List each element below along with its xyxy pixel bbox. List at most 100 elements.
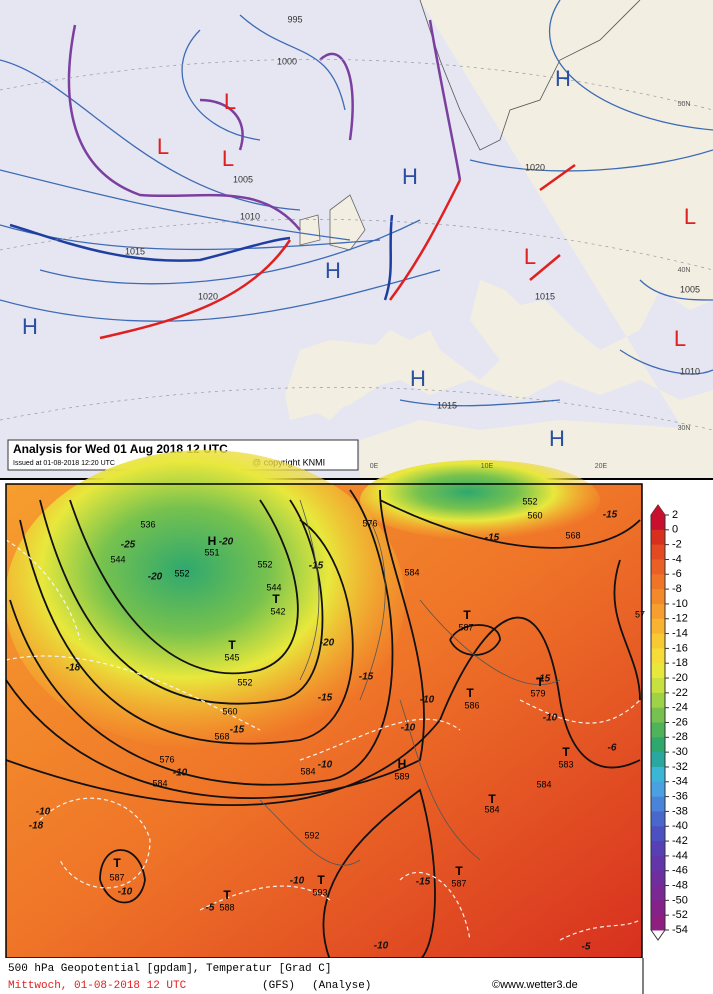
geopotential-label: 560 bbox=[527, 510, 542, 520]
land bbox=[285, 0, 713, 478]
geopotential-label: 584 bbox=[404, 567, 419, 577]
scale-label: -26 bbox=[672, 716, 688, 728]
center-marker: T bbox=[562, 745, 570, 759]
scale-swatch bbox=[651, 648, 665, 664]
scale-label: -50 bbox=[672, 894, 688, 906]
temperature-label: -15 bbox=[309, 561, 324, 572]
center-marker: T bbox=[317, 873, 325, 887]
source: ©www.wetter3.de bbox=[492, 979, 578, 991]
scale-label: -2 bbox=[672, 539, 682, 551]
grid-label: 50N bbox=[678, 101, 691, 108]
temperature-label: -15 bbox=[230, 725, 245, 736]
pressure-center: L bbox=[524, 244, 536, 269]
center-marker: T bbox=[113, 856, 121, 870]
scale-label: -24 bbox=[672, 702, 688, 714]
grid-label: 30N bbox=[678, 425, 691, 432]
scale-top-cap bbox=[651, 505, 665, 515]
scale-label: -46 bbox=[672, 865, 688, 877]
isobar-label: 1020 bbox=[198, 291, 218, 301]
isobar-label: 995 bbox=[287, 14, 302, 24]
temperature-label: -15 bbox=[416, 877, 431, 888]
geopotential-label: 552 bbox=[257, 559, 272, 569]
geopotential-label: 587 bbox=[109, 872, 124, 882]
pressure-center: H bbox=[410, 366, 426, 391]
temperature-label: -10 bbox=[173, 768, 188, 779]
scale-swatch bbox=[651, 737, 665, 753]
geopotential-label: 536 bbox=[140, 519, 155, 529]
scale-swatch bbox=[651, 633, 665, 649]
cold-pool bbox=[5, 450, 405, 750]
scale-label: -18 bbox=[672, 657, 688, 669]
isobars bbox=[0, 0, 713, 407]
geopotential-label: 589 bbox=[394, 771, 409, 781]
pressure-center: H bbox=[549, 426, 565, 451]
scale-swatch bbox=[651, 529, 665, 546]
scale-swatch bbox=[651, 811, 665, 827]
temperature-label: -15 bbox=[603, 510, 618, 521]
scale-label: -6 bbox=[672, 568, 682, 580]
geopotential-label: 544 bbox=[266, 582, 281, 592]
scale-swatch bbox=[651, 885, 665, 901]
scale-swatch bbox=[651, 589, 665, 605]
scale-label: -32 bbox=[672, 761, 688, 773]
center-marker: T bbox=[272, 592, 280, 606]
scale-label: -12 bbox=[672, 613, 688, 625]
temperature-label: -10 bbox=[374, 941, 389, 952]
center-marker: H bbox=[208, 534, 217, 548]
scale-label: -42 bbox=[672, 835, 688, 847]
temperature-label: -20 bbox=[320, 638, 335, 649]
temperature-label: -20 bbox=[219, 537, 234, 548]
scale-swatch bbox=[651, 692, 665, 709]
scale-label: -10 bbox=[672, 598, 688, 610]
temperature-label: -10 bbox=[318, 760, 333, 771]
temperature-label: -15 bbox=[359, 672, 374, 683]
scale-swatch bbox=[651, 766, 665, 783]
geopotential-label: 588 bbox=[219, 902, 234, 912]
geopotential-label: 542 bbox=[270, 606, 285, 616]
scale-swatch bbox=[651, 900, 665, 916]
scale-label: -36 bbox=[672, 791, 688, 803]
date: Mittwoch, 01-08-2018 12 UTC bbox=[8, 980, 187, 992]
grid-label: 20E bbox=[595, 463, 608, 470]
geopotential-label: 587 bbox=[458, 622, 473, 632]
model: (GFS) bbox=[262, 980, 295, 992]
grid-label: 10E bbox=[481, 463, 494, 470]
run: (Analyse) bbox=[312, 980, 371, 992]
geopotential-label: 587 bbox=[451, 878, 466, 888]
scale-label: -8 bbox=[672, 583, 682, 595]
scale-swatch bbox=[651, 722, 665, 738]
temperature-label: -15 bbox=[536, 674, 551, 685]
upper-air-map: 500 hPa Geopotential [gpdam], Temperatur… bbox=[0, 450, 713, 994]
scale-swatch bbox=[651, 707, 665, 723]
scale-label: 2 bbox=[672, 509, 678, 521]
center-marker: H bbox=[398, 757, 407, 771]
isobar-label: 1010 bbox=[680, 366, 700, 376]
isobar-label: 1020 bbox=[525, 162, 545, 172]
iberia bbox=[285, 340, 380, 420]
occluded-front bbox=[67, 19, 462, 231]
scale-swatch bbox=[651, 618, 665, 635]
scale-label: -4 bbox=[672, 553, 682, 565]
caption-area bbox=[0, 958, 713, 994]
scale-swatch bbox=[651, 855, 665, 872]
geopotential-label: 579 bbox=[530, 688, 545, 698]
scale-label: -40 bbox=[672, 820, 688, 832]
temperature-isolines bbox=[5, 539, 641, 941]
geopotential-label: 584 bbox=[300, 766, 315, 776]
pressure-center: H bbox=[555, 66, 571, 91]
temperature-label: -10 bbox=[36, 807, 51, 818]
geopotential-label: 576 bbox=[159, 754, 174, 764]
geopotential-label: 584 bbox=[152, 778, 167, 788]
geopotential-label: 583 bbox=[558, 759, 573, 769]
scale-label: -54 bbox=[672, 924, 688, 936]
scale-label: -28 bbox=[672, 731, 688, 743]
temperature-label: -10 bbox=[401, 723, 416, 734]
temperature-label: -15 bbox=[485, 533, 500, 544]
cold-pool-north bbox=[360, 460, 600, 540]
temperature-label: -6 bbox=[608, 743, 617, 754]
temperature-label: -5 bbox=[582, 942, 591, 953]
geopotential-label: 552 bbox=[174, 568, 189, 578]
temperature-label: -10 bbox=[420, 695, 435, 706]
scale-label: -14 bbox=[672, 627, 688, 639]
caption: 500 hPa Geopotential [gpdam], Temperatur… bbox=[8, 963, 331, 975]
